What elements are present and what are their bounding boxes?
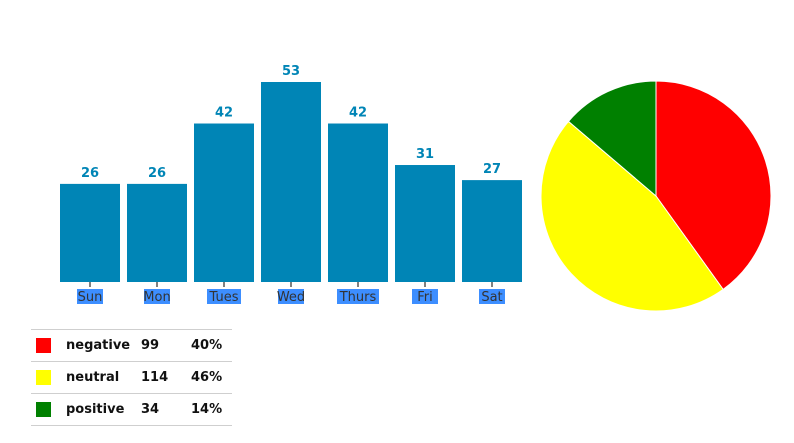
- x-tick-label: Fri: [417, 290, 433, 305]
- bar-sun: [60, 183, 120, 282]
- tick-label-highlight: [77, 289, 103, 304]
- bar-chart: 26 Sun 26 Mon 42 Tues 53 Wed 42 Thurs 31 Fri 27 Sat: [60, 64, 522, 305]
- legend-percent: 46%: [191, 361, 232, 394]
- legend-swatch-cell: [31, 361, 66, 394]
- bar-wed: [261, 82, 321, 282]
- pie-slice-negative: [655, 80, 772, 291]
- legend-swatch-cell: [31, 393, 66, 426]
- pie-slice-positive: [567, 80, 657, 198]
- x-tick-label: Sat: [481, 290, 502, 305]
- bar-value-label: 42: [215, 106, 233, 121]
- legend-row-negative: negative 99 40%: [31, 329, 232, 362]
- legend-row-neutral: neutral 114 46%: [31, 361, 232, 394]
- legend-percent: 14%: [191, 393, 232, 426]
- bar-tues: [194, 123, 254, 283]
- legend-count: 114: [141, 361, 191, 394]
- legend-percent: 40%: [191, 329, 232, 362]
- legend-row-positive: positive 34 14%: [31, 393, 232, 426]
- pie-chart: [540, 80, 772, 312]
- bar-value-label: 53: [282, 64, 300, 79]
- legend-name: neutral: [66, 361, 141, 394]
- tick-label-highlight: [144, 289, 170, 304]
- legend-swatch: [36, 338, 51, 353]
- legend-count: 34: [141, 393, 191, 426]
- bar-mon: [127, 183, 187, 282]
- tick-label-highlight: [207, 289, 241, 304]
- legend-name: positive: [66, 393, 141, 426]
- tick-label-highlight: [337, 289, 379, 304]
- tick-label-highlight: [479, 289, 505, 304]
- bar-sat: [462, 180, 522, 282]
- tick-label-highlight: [278, 289, 304, 304]
- x-tick-label: Tues: [209, 290, 239, 305]
- pie-legend: negative 99 40% neutral 114 46% positive 34 14%: [31, 329, 232, 426]
- x-tick-label: Thurs: [339, 290, 377, 305]
- tick-label-highlight: [412, 289, 438, 304]
- legend-swatch: [36, 370, 51, 385]
- bar-value-label: 27: [483, 162, 501, 177]
- x-tick-label: Mon: [143, 290, 170, 305]
- x-tick-label: Wed: [277, 290, 305, 305]
- bar-fri: [395, 165, 455, 282]
- legend-swatch: [36, 402, 51, 417]
- legend-count: 99: [141, 329, 191, 362]
- legend-swatch-cell: [31, 329, 66, 362]
- bar-value-label: 42: [349, 106, 367, 121]
- pie-slice-neutral: [540, 120, 724, 312]
- bar-value-label: 26: [81, 166, 99, 181]
- x-tick-label: Sun: [78, 290, 103, 305]
- bar-thurs: [328, 123, 388, 283]
- bar-value-label: 31: [416, 147, 434, 162]
- bar-value-label: 26: [148, 166, 166, 181]
- legend-name: negative: [66, 329, 141, 362]
